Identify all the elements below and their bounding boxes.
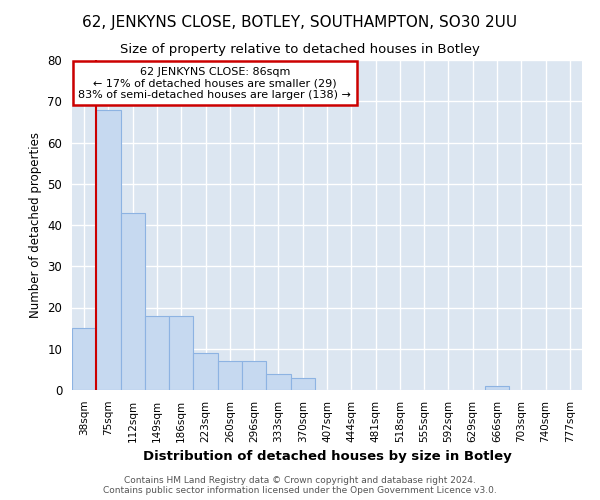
Bar <box>96 110 121 390</box>
Bar <box>242 361 266 390</box>
Text: 62 JENKYNS CLOSE: 86sqm
← 17% of detached houses are smaller (29)
83% of semi-de: 62 JENKYNS CLOSE: 86sqm ← 17% of detache… <box>79 66 351 100</box>
Bar <box>218 361 242 390</box>
Bar <box>290 378 315 390</box>
Text: Size of property relative to detached houses in Botley: Size of property relative to detached ho… <box>120 42 480 56</box>
Bar <box>121 212 145 390</box>
Text: 62, JENKYNS CLOSE, BOTLEY, SOUTHAMPTON, SO30 2UU: 62, JENKYNS CLOSE, BOTLEY, SOUTHAMPTON, … <box>82 15 518 30</box>
Bar <box>266 374 290 390</box>
Bar <box>72 328 96 390</box>
Bar <box>145 316 169 390</box>
Bar <box>485 386 509 390</box>
Text: Contains HM Land Registry data © Crown copyright and database right 2024.: Contains HM Land Registry data © Crown c… <box>124 476 476 485</box>
X-axis label: Distribution of detached houses by size in Botley: Distribution of detached houses by size … <box>143 450 511 463</box>
Bar <box>193 353 218 390</box>
Bar <box>169 316 193 390</box>
Text: Contains public sector information licensed under the Open Government Licence v3: Contains public sector information licen… <box>103 486 497 495</box>
Y-axis label: Number of detached properties: Number of detached properties <box>29 132 42 318</box>
